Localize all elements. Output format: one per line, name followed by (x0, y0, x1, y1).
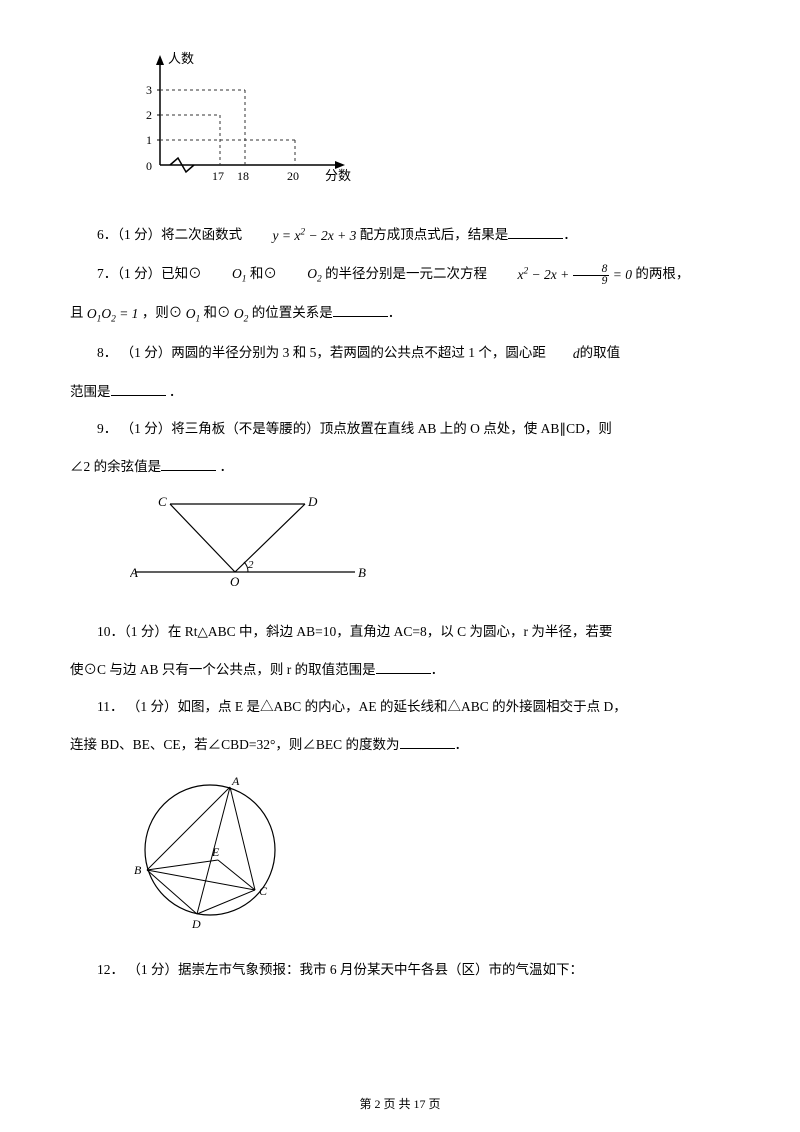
svg-text:20: 20 (287, 169, 299, 183)
question-8-line2: 范围是 ． (70, 377, 730, 407)
svg-text:D: D (307, 494, 318, 509)
trapezoid-svg: 2 A B C D O (130, 492, 370, 592)
question-6: 6．（1 分）将二次函数式 y = x2 − 2x + 3 配方成顶点式后，结果… (70, 220, 730, 251)
question-10-line2: 使⊙C 与边 AB 只有一个公共点，则 r 的取值范围是． (70, 655, 730, 685)
x-axis-label: 分数 (325, 168, 351, 183)
svg-text:A: A (130, 565, 138, 580)
circle-svg: A B C D E (130, 770, 290, 930)
svg-text:1: 1 (146, 133, 152, 147)
svg-text:B: B (134, 863, 142, 877)
question-8-line1: 8． （1 分）两圆的半径分别为 3 和 5，若两圆的公共点不超过 1 个，圆心… (70, 338, 730, 369)
question-11-line1: 11． （1 分）如图，点 E 是△ABC 的内心，AE 的延长线和△ABC 的… (70, 692, 730, 722)
question-12: 12． （1 分）据崇左市气象预报：我市 6 月份某天中午各县（区）市的气温如下… (70, 955, 730, 985)
page-footer: 第 2 页 共 17 页 (0, 1095, 800, 1112)
svg-text:D: D (191, 917, 201, 930)
circle-incenter-figure: A B C D E (130, 770, 730, 935)
svg-text:17: 17 (212, 169, 224, 183)
q6-formula: y = x2 − 2x + 3 (246, 221, 357, 251)
svg-text:B: B (358, 565, 366, 580)
svg-text:2: 2 (146, 108, 152, 122)
trapezoid-figure: 2 A B C D O (130, 492, 730, 597)
bar-chart-svg: 人数 分数 0 1 2 3 17 18 20 (130, 50, 360, 195)
svg-text:C: C (158, 494, 167, 509)
q7-formula: x2 − 2x + 89 = 0 (490, 260, 632, 290)
question-7-line2: 且 O1O2 = 1 ，则⊙ O1 和⊙ O2 的位置关系是． (70, 298, 730, 330)
question-10-line1: 10．（1 分）在 Rt△ABC 中，斜边 AB=10，直角边 AC=8，以 C… (70, 617, 730, 647)
bar-chart-figure: 人数 分数 0 1 2 3 17 18 20 (130, 50, 730, 200)
svg-text:2: 2 (248, 559, 254, 571)
svg-text:O: O (230, 574, 240, 589)
question-9-line1: 9． （1 分）将三角板（不是等腰的）顶点放置在直线 AB 上的 O 点处，使 … (70, 414, 730, 444)
svg-text:C: C (259, 884, 268, 898)
question-9-line2: ∠2 的余弦值是 ． (70, 452, 730, 482)
y-axis-label: 人数 (168, 51, 194, 66)
svg-text:A: A (231, 774, 240, 788)
svg-text:3: 3 (146, 83, 152, 97)
question-7-line1: 7．（1 分）已知⊙ O1 和⊙ O2 的半径分别是一元二次方程 x2 − 2x… (70, 259, 730, 291)
svg-text:E: E (211, 845, 220, 859)
svg-text:0: 0 (146, 159, 152, 173)
question-11-line2: 连接 BD、BE、CE，若∠CBD=32°，则∠BEC 的度数为． (70, 730, 730, 760)
svg-text:18: 18 (237, 169, 249, 183)
